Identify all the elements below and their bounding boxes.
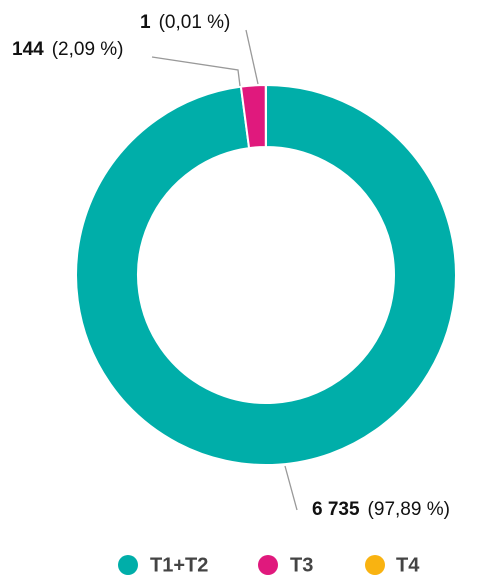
percent-label: (97,89 %) (368, 499, 450, 520)
value-label: 6 735 (312, 499, 360, 520)
leader-line (245, 29, 259, 85)
leader-line (151, 56, 241, 87)
value-label: 144 (12, 39, 44, 60)
legend-marker (365, 555, 385, 575)
legend-label: T4 (396, 554, 420, 576)
percent-label: (2,09 %) (52, 39, 124, 60)
data-label: 6 735 (97,89 %) (312, 499, 450, 520)
donut-slice (75, 83, 457, 466)
legend-label: T3 (290, 554, 313, 576)
leader-line (284, 465, 298, 511)
percent-label: (0,01 %) (159, 12, 231, 33)
legend-marker (118, 555, 138, 575)
value-label: 1 (140, 12, 151, 33)
legend-label: T1+T2 (150, 554, 208, 576)
data-label: 144 (2,09 %) (12, 39, 124, 60)
legend-marker (258, 555, 278, 575)
data-label: 1 (0,01 %) (140, 12, 230, 33)
